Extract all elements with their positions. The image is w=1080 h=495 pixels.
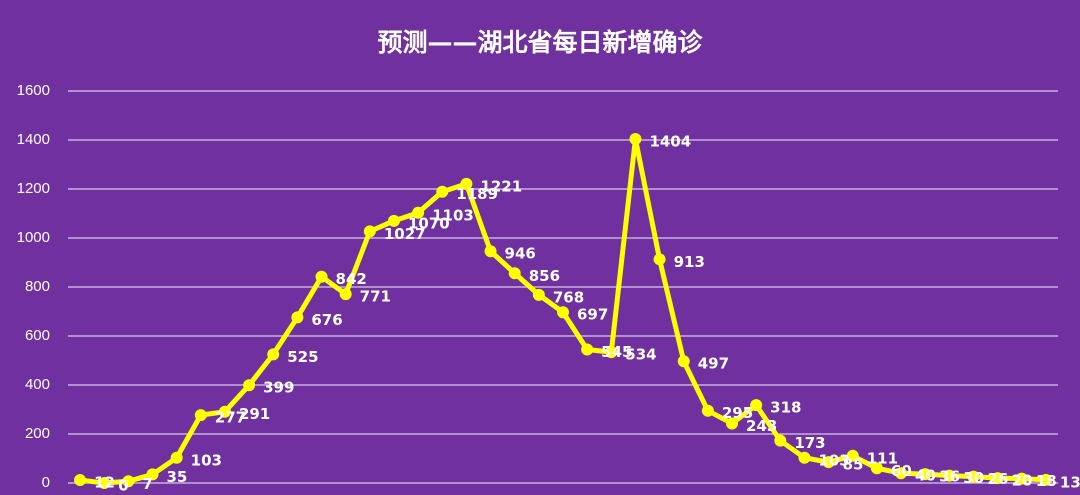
point xyxy=(774,434,787,447)
data-label: 0 xyxy=(118,477,128,495)
y-tick-label: 1000 xyxy=(17,229,50,246)
data-label: 768 xyxy=(553,288,584,306)
point xyxy=(122,475,135,488)
data-label: 497 xyxy=(698,355,729,373)
data-label: 1027 xyxy=(384,225,426,243)
data-label: 103 xyxy=(818,451,849,469)
point xyxy=(943,469,956,482)
point xyxy=(798,451,811,464)
data-label: 277 xyxy=(215,409,246,427)
data-label: 103 xyxy=(191,451,222,469)
data-label: 36 xyxy=(939,468,960,486)
y-tick-label: 1200 xyxy=(17,180,50,197)
data-label: 40 xyxy=(915,467,936,485)
data-label: 676 xyxy=(311,311,342,329)
point xyxy=(1039,473,1052,486)
chart-title: 预测——湖北省每日新增确诊 xyxy=(377,28,703,57)
point xyxy=(557,306,569,319)
data-label: 1189 xyxy=(456,185,498,203)
point xyxy=(412,206,425,219)
data-label: 35 xyxy=(167,468,188,486)
data-label: 399 xyxy=(263,379,294,397)
y-tick-label: 600 xyxy=(25,327,50,344)
point xyxy=(967,470,980,483)
data-label: 7 xyxy=(142,475,152,493)
data-label: 111 xyxy=(867,449,898,467)
data-label: 26 xyxy=(987,470,1008,488)
point xyxy=(750,399,763,412)
point xyxy=(436,185,449,198)
point xyxy=(460,177,473,190)
data-label: 13 xyxy=(1060,473,1080,491)
point xyxy=(991,472,1004,485)
data-label: 318 xyxy=(770,399,801,417)
data-label: 534 xyxy=(625,346,656,364)
point xyxy=(194,409,207,422)
data-label: 1221 xyxy=(480,177,522,195)
data-label: 243 xyxy=(746,417,777,435)
point xyxy=(170,451,183,464)
data-label: 913 xyxy=(674,253,705,271)
data-label: 173 xyxy=(794,434,825,452)
point xyxy=(315,270,328,283)
data-label: 545 xyxy=(601,343,632,361)
data-label: 771 xyxy=(360,288,391,306)
point xyxy=(919,468,932,481)
data-label: 842 xyxy=(336,270,367,288)
point xyxy=(701,404,714,417)
y-tick-label: 0 xyxy=(42,474,50,491)
point xyxy=(98,477,111,489)
data-label: 1404 xyxy=(649,133,691,151)
data-label: 525 xyxy=(287,348,318,366)
data-label: 1070 xyxy=(408,214,450,232)
point xyxy=(677,355,690,368)
data-label: 856 xyxy=(529,267,560,285)
data-label: 30 xyxy=(963,469,984,487)
point xyxy=(629,133,642,146)
point xyxy=(243,379,256,392)
point xyxy=(532,288,545,301)
point xyxy=(653,253,666,266)
point xyxy=(508,267,521,280)
data-label: 1103 xyxy=(432,206,474,224)
point xyxy=(822,456,835,469)
point xyxy=(870,462,883,475)
point xyxy=(267,348,280,361)
point xyxy=(726,417,739,430)
point xyxy=(581,343,594,356)
y-tick-label: 400 xyxy=(25,376,50,393)
point xyxy=(1015,472,1028,485)
point xyxy=(387,214,400,227)
point xyxy=(291,311,304,324)
data-label: 85 xyxy=(843,456,864,474)
point xyxy=(484,245,497,258)
data-label: 60 xyxy=(891,462,912,480)
y-tick-label: 1600 xyxy=(17,82,50,99)
point xyxy=(895,467,908,480)
data-label: 946 xyxy=(505,245,536,263)
point xyxy=(339,288,352,301)
point xyxy=(218,405,231,418)
y-tick-label: 200 xyxy=(25,425,50,442)
point xyxy=(363,225,376,238)
data-label: 697 xyxy=(577,306,608,324)
data-label: 20 xyxy=(1012,472,1033,490)
y-tick-label: 1400 xyxy=(17,131,50,148)
point xyxy=(74,474,87,487)
data-label: 18 xyxy=(1036,472,1057,490)
point xyxy=(146,468,159,481)
y-tick-label: 800 xyxy=(25,278,50,295)
data-label: 291 xyxy=(239,405,270,423)
point xyxy=(605,346,618,359)
point xyxy=(846,449,859,462)
data-label: 295 xyxy=(722,404,753,422)
data-label: 12 xyxy=(94,474,115,492)
